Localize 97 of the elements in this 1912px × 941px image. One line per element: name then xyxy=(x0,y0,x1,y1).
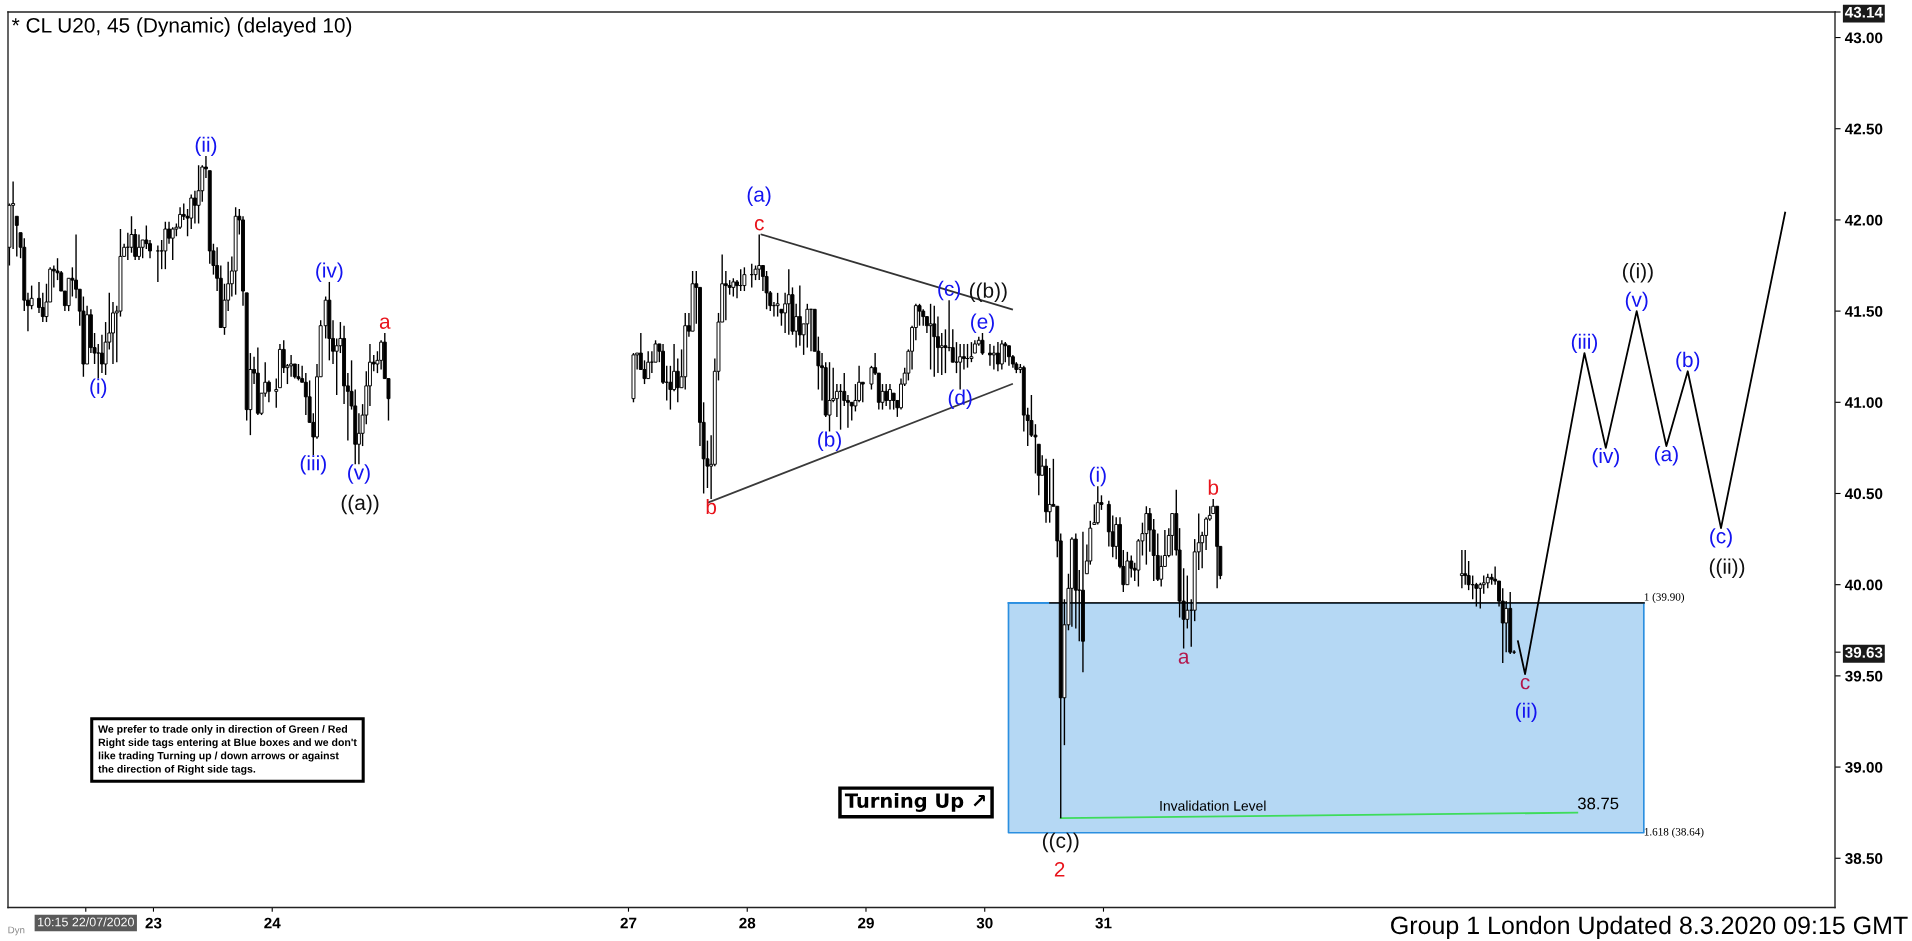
annotation: (v) xyxy=(1625,291,1648,312)
candlestick xyxy=(1170,512,1175,557)
candlestick xyxy=(1459,549,1464,590)
annotation: (iv) xyxy=(1592,447,1619,468)
annotation: (c) xyxy=(1710,528,1732,548)
annotation: (iii) xyxy=(300,455,326,475)
candlestick xyxy=(1504,600,1509,653)
candlestick xyxy=(155,244,160,283)
y-tick-label: 39.00 xyxy=(1845,761,1883,773)
text: Group 1 London Updated 8.3.2020 09:15 GMT xyxy=(1391,915,1908,940)
candlestick xyxy=(723,270,728,321)
x-tick-label: 31 xyxy=(1095,917,1112,929)
x-tick-label: 29 xyxy=(858,917,874,929)
annotation: (b) xyxy=(1676,351,1700,372)
annotation: ((c)) xyxy=(1042,832,1079,853)
annotation: ((b)) xyxy=(969,282,1007,302)
candlestick xyxy=(958,343,963,391)
y-tick-label: 42.50 xyxy=(1844,123,1883,135)
annotation: ((a)) xyxy=(341,494,379,515)
candlestick xyxy=(1095,485,1100,526)
candlestick xyxy=(668,365,673,411)
y-tick-label: 39.50 xyxy=(1845,670,1883,682)
candlestick xyxy=(163,221,168,270)
candlestick xyxy=(888,383,892,411)
candlestick xyxy=(1003,341,1008,363)
candlestick xyxy=(646,350,651,380)
y-tick-label: 41.50 xyxy=(1844,305,1883,317)
candlestick xyxy=(1007,345,1011,367)
candlestick xyxy=(805,303,810,349)
candlestick xyxy=(731,277,736,298)
y-tick-label: 40.50 xyxy=(1844,488,1883,500)
candlestick xyxy=(196,164,201,225)
line-series xyxy=(1517,211,1787,675)
x-tick-label: 24 xyxy=(264,917,281,929)
annotation: (ii) xyxy=(195,136,217,157)
candlestick xyxy=(995,341,1000,372)
annotation: ((ii)) xyxy=(1709,558,1745,578)
chart-title: * CL U20, 45 (Dynamic) (delayed 10) xyxy=(11,17,352,37)
x-tick-label: 23 xyxy=(145,917,162,929)
annotation: ((i)) xyxy=(1622,263,1653,283)
candlestick xyxy=(1463,549,1468,586)
candlestick xyxy=(1185,574,1190,630)
annotation: c xyxy=(1520,677,1530,690)
annotation: Turning Up ↗ xyxy=(844,792,985,812)
annotation: (iv) xyxy=(316,262,343,282)
annotation: 1 (39.90) xyxy=(1644,592,1685,603)
annotation: a xyxy=(379,317,391,329)
candlestick xyxy=(170,226,175,261)
x-tick-label: 27 xyxy=(620,917,637,929)
y-tick-label: 38.50 xyxy=(1845,853,1883,864)
y-tick-label: 42.00 xyxy=(1844,214,1883,226)
annotation: a xyxy=(1178,652,1190,664)
x-tick-label: 28 xyxy=(739,917,756,929)
annotation: 38.75 xyxy=(1577,797,1619,810)
annotation: (b) xyxy=(818,431,841,451)
candlestick xyxy=(961,343,966,371)
candlestick xyxy=(742,266,747,292)
candlestick xyxy=(991,345,996,371)
candlestick xyxy=(266,379,271,403)
candlestick xyxy=(860,381,865,403)
annotation: 2 xyxy=(1054,861,1065,877)
annotation: (i) xyxy=(1089,466,1106,487)
annotation: (d) xyxy=(948,389,972,409)
annotation: We prefer to trade only in direction of Green / Red Right side tags entering at Blue boxes and we don't like trading Turning up / down arrows or against the direction of Right side tags. xyxy=(98,725,357,775)
annotation: (v) xyxy=(348,464,370,484)
candlestick xyxy=(999,339,1004,371)
annotation: (e) xyxy=(971,313,994,333)
annotation: (iii) xyxy=(1571,333,1598,354)
annotation: (i) xyxy=(90,378,107,398)
x-tick-label: 30 xyxy=(976,917,993,929)
candlestick xyxy=(1047,467,1052,524)
annotation: c xyxy=(754,218,764,231)
candlestick xyxy=(939,332,944,376)
annotation: b xyxy=(1208,479,1219,495)
y-tick-label: 43.00 xyxy=(1844,32,1883,44)
candlestick xyxy=(1144,505,1149,566)
candlestick xyxy=(96,343,101,380)
candlestick xyxy=(884,383,889,407)
candlestick xyxy=(775,292,780,318)
x-tick-label: 10:15 22/07/2020 xyxy=(38,917,134,927)
y-tick-label: 41.00 xyxy=(1844,397,1883,408)
annotation: b xyxy=(706,498,717,515)
candlestick xyxy=(757,233,762,281)
candlestick xyxy=(797,284,802,347)
y-tick-label: 43.14 xyxy=(1844,6,1883,18)
annotation: (a) xyxy=(747,186,771,206)
y-tick-label: 40.00 xyxy=(1844,579,1883,591)
annotation: 1.618 (38.64) xyxy=(1644,827,1704,838)
candlestick xyxy=(1159,554,1164,588)
annotation: Invalidation Level xyxy=(1160,800,1266,811)
annotation: (ii) xyxy=(1515,702,1537,723)
y-tick-label: 39.63 xyxy=(1845,647,1883,658)
annotation: (a) xyxy=(1654,446,1678,466)
candlestick xyxy=(932,304,937,378)
candlestick xyxy=(988,343,992,367)
text: Dyn xyxy=(8,926,25,936)
candlestick xyxy=(137,233,141,261)
